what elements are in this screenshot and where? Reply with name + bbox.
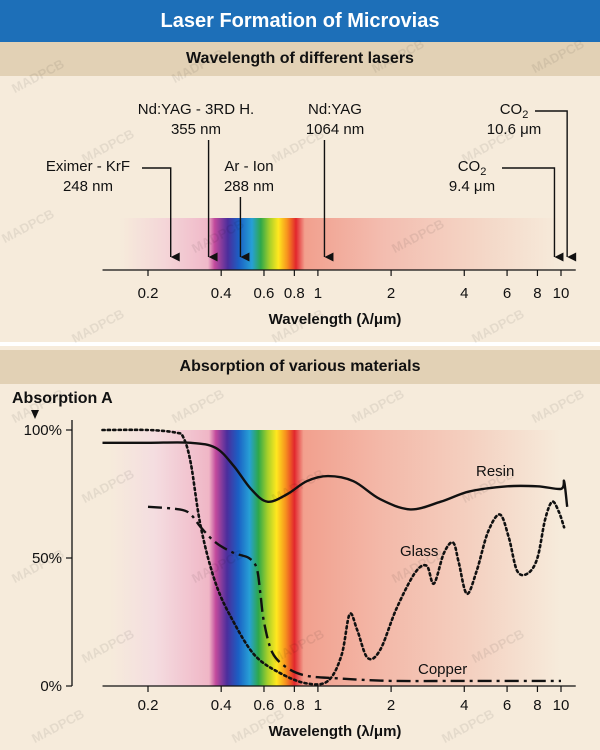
absorption-panel-header: Absorption of various materials bbox=[0, 350, 600, 384]
watermark-text: MADPCB bbox=[469, 306, 526, 346]
absorption-x-axis-label: Wavelength (λ/μm) bbox=[269, 723, 402, 740]
absorption-x-tick-label: 0.8 bbox=[284, 697, 305, 714]
laser-x-tick-label: 0.6 bbox=[254, 285, 275, 302]
series-glass bbox=[101, 428, 566, 686]
laser-x-tick-label: 8 bbox=[533, 285, 541, 302]
absorption-x-tick-label: 8 bbox=[533, 697, 541, 714]
absorption-x-tick-label: 1 bbox=[314, 697, 322, 714]
laser-wavelength: 1064 nm bbox=[306, 121, 364, 138]
watermark-text: MADPCB bbox=[529, 36, 586, 76]
laser-marker: Nd:YAG - 3RD H. 355 nm bbox=[138, 101, 254, 262]
series-resin bbox=[102, 441, 569, 511]
watermark-text: MADPCB bbox=[0, 206, 57, 246]
laser-name: Nd:YAG bbox=[308, 101, 362, 118]
watermark-text: MADPCB bbox=[369, 36, 426, 76]
absorption-y-tick-label: 50% bbox=[32, 550, 62, 567]
laser-name: CO2 bbox=[500, 101, 529, 121]
watermark-text: MADPCB bbox=[69, 306, 126, 346]
y-axis-arrow-icon bbox=[31, 410, 39, 419]
laser-spectrum-band bbox=[120, 218, 560, 270]
absorption-x-tick-label: 4 bbox=[460, 697, 468, 714]
laser-x-tick-label: 4 bbox=[460, 285, 468, 302]
laser-x-ticks: 0.2 0.4 0.6 0.8 1 2 4 6 8 10 bbox=[138, 270, 570, 302]
laser-x-tick-label: 0.8 bbox=[284, 285, 305, 302]
absorption-x-tick-label: 0.6 bbox=[254, 697, 275, 714]
absorption-y-tick-label: 0% bbox=[40, 678, 62, 695]
laser-wavelength: 9.4 μm bbox=[449, 178, 495, 195]
absorption-ticks: 0.2 0.4 0.6 0.8 1 2 4 6 8 100%50%100% bbox=[24, 422, 570, 714]
watermark-text: MADPCB bbox=[169, 46, 226, 86]
laser-chart-title: Wavelength of different lasers bbox=[186, 50, 414, 67]
laser-wavelength: 355 nm bbox=[171, 121, 221, 138]
laser-marker: Nd:YAG 1064 nm bbox=[306, 101, 364, 262]
page-title-banner: Laser Formation of Microvias bbox=[0, 0, 600, 42]
laser-marker: Eximer - KrF 248 nm bbox=[46, 158, 180, 262]
absorption-y-tick-label: 100% bbox=[24, 422, 62, 439]
absorption-axes bbox=[71, 420, 576, 687]
page-title: Laser Formation of Microvias bbox=[160, 9, 440, 32]
laser-name: Ar - Ion bbox=[224, 158, 273, 175]
laser-wavelength: 10.6 μm bbox=[487, 121, 542, 138]
absorption-x-tick-label: 0.4 bbox=[211, 697, 232, 714]
laser-name-subscript: 2 bbox=[522, 109, 528, 121]
absorption-x-tick-label: 10 bbox=[553, 697, 570, 714]
absorption-y-axis-label: Absorption A bbox=[12, 390, 113, 407]
absorption-series bbox=[101, 428, 569, 686]
resin-label: Resin bbox=[476, 463, 514, 480]
absorption-x-tick-label: 6 bbox=[503, 697, 511, 714]
copper-label: Copper bbox=[418, 661, 467, 678]
laser-name: CO2 bbox=[458, 158, 487, 178]
laser-x-tick-label: 0.2 bbox=[138, 285, 159, 302]
laser-name: Eximer - KrF bbox=[46, 158, 130, 175]
laser-wavelength: 248 nm bbox=[63, 178, 113, 195]
laser-x-tick-label: 6 bbox=[503, 285, 511, 302]
absorption-chart-title: Absorption of various materials bbox=[179, 358, 421, 375]
laser-x-tick-label: 1 bbox=[314, 285, 322, 302]
laser-x-tick-label: 2 bbox=[387, 285, 395, 302]
watermark-text: MADPCB bbox=[169, 386, 226, 426]
laser-panel-header: Wavelength of different lasers bbox=[0, 42, 600, 76]
laser-arrow bbox=[502, 167, 564, 262]
watermark-text: MADPCB bbox=[269, 126, 326, 166]
laser-arrow bbox=[142, 167, 180, 262]
watermark-text: MADPCB bbox=[9, 56, 66, 96]
laser-marker: Ar - Ion 288 nm bbox=[224, 158, 274, 262]
watermark-text: MADPCB bbox=[529, 386, 586, 426]
laser-x-tick-label: 10 bbox=[553, 285, 570, 302]
absorption-spectrum-band bbox=[110, 430, 560, 686]
laser-panel: Wavelength of different lasers bbox=[0, 42, 600, 342]
series-copper bbox=[147, 505, 561, 683]
laser-x-axis-label: Wavelength (λ/μm) bbox=[269, 311, 402, 328]
laser-name-subscript: 2 bbox=[480, 166, 486, 178]
laser-wavelength: 288 nm bbox=[224, 178, 274, 195]
watermark-text: MADPCB bbox=[29, 706, 86, 746]
absorption-x-tick-label: 2 bbox=[387, 697, 395, 714]
absorption-x-tick-label: 0.2 bbox=[138, 697, 159, 714]
laser-arrow bbox=[535, 110, 577, 262]
glass-label: Glass bbox=[400, 543, 438, 560]
laser-name: Nd:YAG - 3RD H. bbox=[138, 101, 254, 118]
watermark-text: MADPCB bbox=[349, 386, 406, 426]
laser-x-tick-label: 0.4 bbox=[211, 285, 232, 302]
